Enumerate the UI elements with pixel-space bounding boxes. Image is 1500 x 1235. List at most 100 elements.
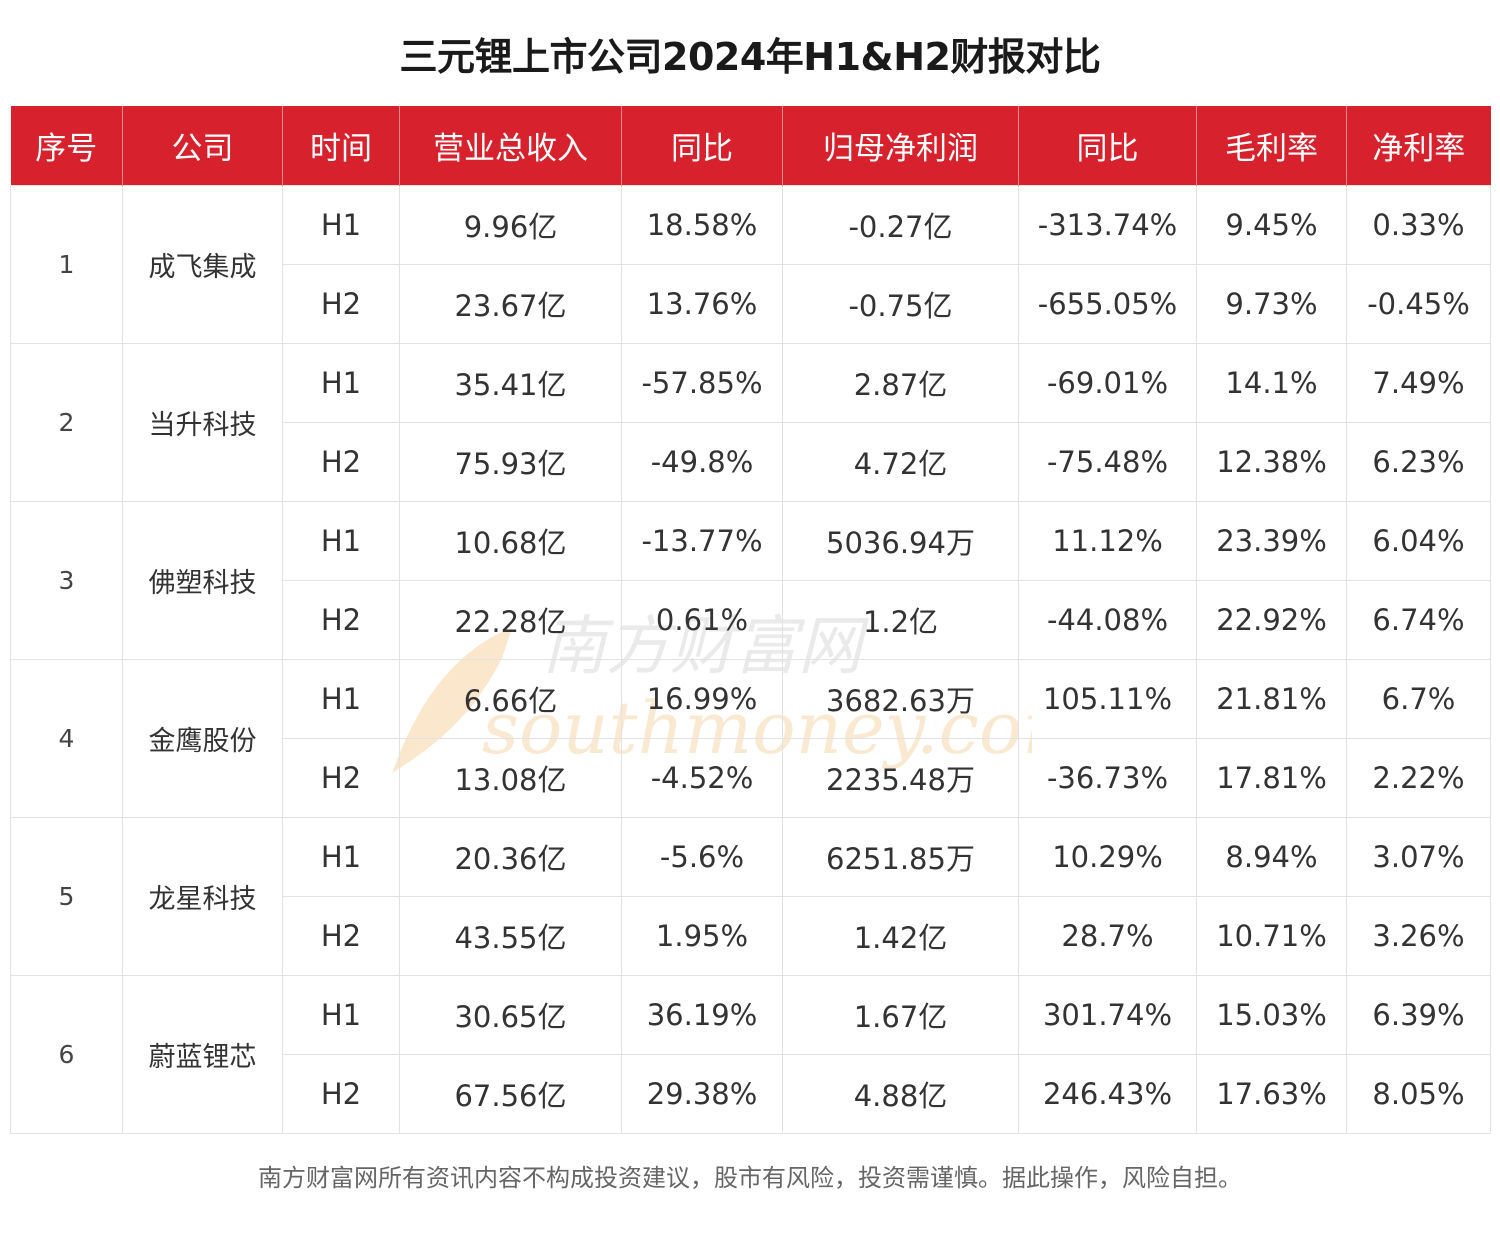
- cell-net-margin: 6.7%: [1346, 659, 1491, 739]
- col-header-gross-margin: 毛利率: [1196, 106, 1347, 186]
- cell-net-margin: -0.45%: [1346, 264, 1491, 344]
- cell-revenue-yoy: 36.19%: [621, 975, 783, 1055]
- cell-net-margin: 6.23%: [1346, 422, 1491, 502]
- cell-profit-yoy: -36.73%: [1018, 738, 1197, 818]
- cell-gross-margin: 8.94%: [1196, 817, 1347, 897]
- cell-revenue: 22.28亿: [399, 580, 622, 660]
- cell-company: 当升科技: [122, 343, 283, 502]
- cell-period: H2: [282, 896, 400, 976]
- cell-gross-margin: 9.45%: [1196, 185, 1347, 265]
- cell-period: H2: [282, 264, 400, 344]
- cell-revenue: 10.68亿: [399, 501, 622, 581]
- cell-revenue-yoy: -13.77%: [621, 501, 783, 581]
- cell-period: H2: [282, 738, 400, 818]
- cell-net-profit: 2.87亿: [782, 343, 1019, 423]
- cell-gross-margin: 22.92%: [1196, 580, 1347, 660]
- col-header-profit-yoy: 同比: [1018, 106, 1197, 186]
- cell-seq: 6: [10, 975, 123, 1134]
- cell-company: 成飞集成: [122, 185, 283, 344]
- cell-profit-yoy: -69.01%: [1018, 343, 1197, 423]
- cell-revenue-yoy: 29.38%: [621, 1054, 783, 1134]
- cell-profit-yoy: 11.12%: [1018, 501, 1197, 581]
- cell-period: H1: [282, 975, 400, 1055]
- cell-profit-yoy: -313.74%: [1018, 185, 1197, 265]
- col-header-net-margin: 净利率: [1346, 106, 1491, 186]
- table-row: 4 金鹰股份 H1 6.66亿 16.99% 3682.63万 105.11% 21.81% 6…: [10, 659, 1491, 818]
- cell-revenue-yoy: 18.58%: [621, 185, 783, 265]
- cell-revenue-yoy: -5.6%: [621, 817, 783, 897]
- cell-period: H1: [282, 501, 400, 581]
- cell-net-profit: 1.42亿: [782, 896, 1019, 976]
- cell-revenue: 20.36亿: [399, 817, 622, 897]
- col-header-revenue-yoy: 同比: [621, 106, 783, 186]
- cell-gross-margin: 21.81%: [1196, 659, 1347, 739]
- table-row: 2 当升科技 H1 35.41亿 -57.85% 2.87亿 -69.01% 14.1% 7.4…: [10, 343, 1491, 502]
- table-row: H2 67.56亿 29.38% 4.88亿 246.43% 17.63% 8.05%: [11, 1054, 1491, 1134]
- cell-revenue-yoy: -4.52%: [621, 738, 783, 818]
- disclaimer-note: 南方财富网所有资讯内容不构成投资建议，股市有风险，投资需谨慎。据此操作，风险自担…: [258, 1164, 1242, 1192]
- cell-net-margin: 6.74%: [1346, 580, 1491, 660]
- col-header-period: 时间: [282, 106, 400, 186]
- cell-company: 佛塑科技: [122, 501, 283, 660]
- cell-period: H1: [282, 659, 400, 739]
- cell-net-margin: 2.22%: [1346, 738, 1491, 818]
- cell-period: H1: [282, 185, 400, 265]
- cell-net-profit: 6251.85万: [782, 817, 1019, 897]
- cell-net-profit: 4.88亿: [782, 1054, 1019, 1134]
- table-row: H2 75.93亿 -49.8% 4.72亿 -75.48% 12.38% 6.23%: [11, 422, 1491, 502]
- cell-revenue-yoy: 13.76%: [621, 264, 783, 344]
- cell-seq: 4: [10, 659, 123, 818]
- cell-net-margin: 3.26%: [1346, 896, 1491, 976]
- cell-net-profit: 2235.48万: [782, 738, 1019, 818]
- cell-net-margin: 3.07%: [1346, 817, 1491, 897]
- cell-revenue: 30.65亿: [399, 975, 622, 1055]
- cell-net-margin: 7.49%: [1346, 343, 1491, 423]
- cell-net-profit: 1.67亿: [782, 975, 1019, 1055]
- cell-gross-margin: 10.71%: [1196, 896, 1347, 976]
- cell-revenue: 67.56亿: [399, 1054, 622, 1134]
- col-header-revenue: 营业总收入: [399, 106, 622, 186]
- cell-gross-margin: 9.73%: [1196, 264, 1347, 344]
- cell-gross-margin: 17.81%: [1196, 738, 1347, 818]
- cell-seq: 3: [10, 501, 123, 660]
- cell-period: H1: [282, 817, 400, 897]
- cell-seq: 2: [10, 343, 123, 502]
- cell-net-margin: 6.04%: [1346, 501, 1491, 581]
- cell-net-profit: 3682.63万: [782, 659, 1019, 739]
- cell-revenue: 43.55亿: [399, 896, 622, 976]
- cell-revenue-yoy: 16.99%: [621, 659, 783, 739]
- cell-revenue: 6.66亿: [399, 659, 622, 739]
- cell-net-profit: 5036.94万: [782, 501, 1019, 581]
- cell-revenue-yoy: 1.95%: [621, 896, 783, 976]
- cell-company: 蔚蓝锂芯: [122, 975, 283, 1134]
- cell-net-profit: -0.75亿: [782, 264, 1019, 344]
- table-row: 1 成飞集成 H1 9.96亿 18.58% -0.27亿 -313.74% 9.45% 0.3…: [10, 185, 1491, 344]
- cell-revenue: 9.96亿: [399, 185, 622, 265]
- cell-net-margin: 8.05%: [1346, 1054, 1491, 1134]
- cell-net-profit: 4.72亿: [782, 422, 1019, 502]
- cell-profit-yoy: -44.08%: [1018, 580, 1197, 660]
- cell-gross-margin: 23.39%: [1196, 501, 1347, 581]
- cell-seq: 1: [10, 185, 123, 344]
- cell-period: H2: [282, 580, 400, 660]
- cell-company: 金鹰股份: [122, 659, 283, 818]
- cell-revenue-yoy: -57.85%: [621, 343, 783, 423]
- cell-net-margin: 6.39%: [1346, 975, 1491, 1055]
- cell-profit-yoy: -75.48%: [1018, 422, 1197, 502]
- cell-revenue: 23.67亿: [399, 264, 622, 344]
- page-title: 三元锂上市公司2024年H1&H2财报对比: [399, 35, 1101, 79]
- cell-net-profit: 1.2亿: [782, 580, 1019, 660]
- cell-gross-margin: 14.1%: [1196, 343, 1347, 423]
- cell-revenue: 75.93亿: [399, 422, 622, 502]
- cell-net-margin: 0.33%: [1346, 185, 1491, 265]
- cell-period: H1: [282, 343, 400, 423]
- cell-seq: 5: [10, 817, 123, 976]
- col-header-net-profit: 归母净利润: [782, 106, 1019, 186]
- cell-profit-yoy: 301.74%: [1018, 975, 1197, 1055]
- cell-gross-margin: 12.38%: [1196, 422, 1347, 502]
- col-header-seq: 序号: [10, 106, 123, 186]
- cell-period: H2: [282, 422, 400, 502]
- col-header-company: 公司: [122, 106, 283, 186]
- table-row: H2 23.67亿 13.76% -0.75亿 -655.05% 9.73% -0.45%: [11, 264, 1491, 344]
- cell-net-profit: -0.27亿: [782, 185, 1019, 265]
